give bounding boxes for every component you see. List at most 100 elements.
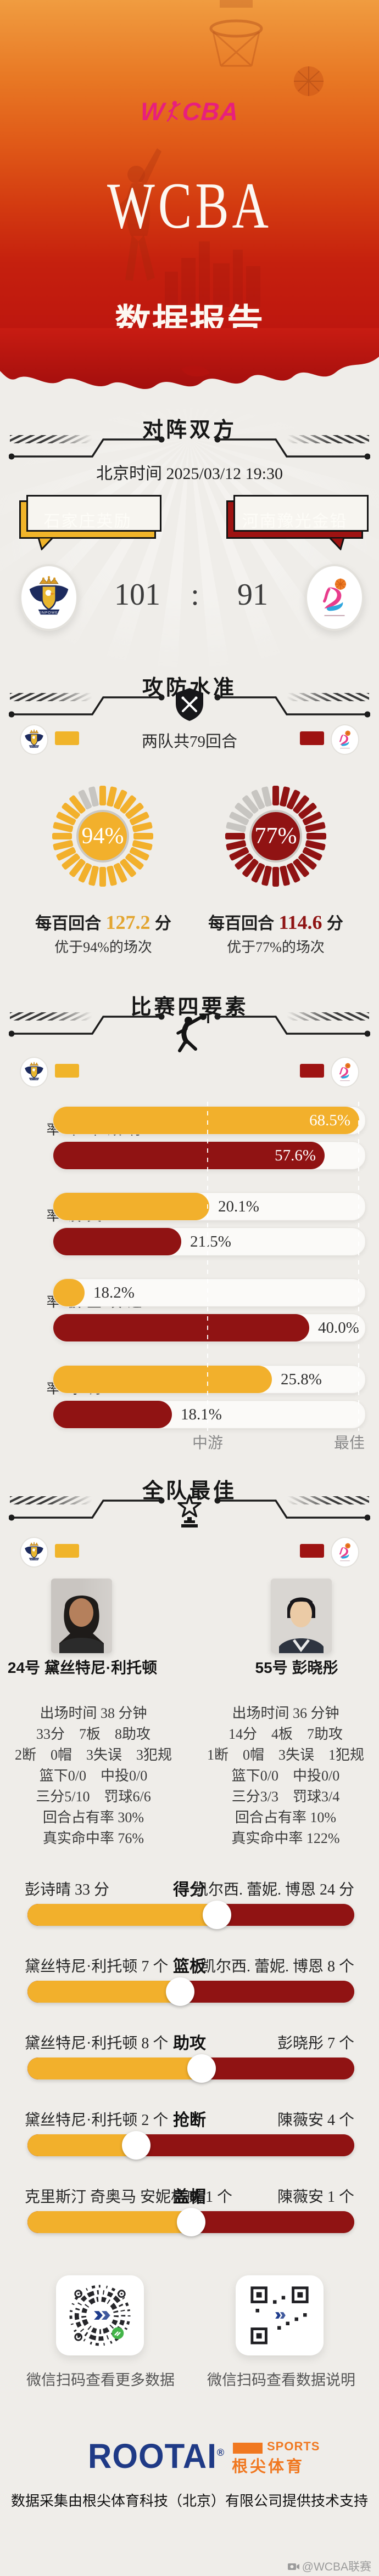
duel-left-label: 彭诗晴 33 分 (25, 1881, 110, 1898)
duel-fill-home (27, 2058, 202, 2079)
away-team-logo (305, 564, 364, 631)
factor-value-home: 18.2% (93, 1284, 135, 1301)
home-team-name: 石家庄英励 (43, 512, 132, 531)
leaders-comparison-chart: 彭诗晴 33 分 得分 凯尔西. 蕾妮. 博恩 24 分黛丝特尼·利托顿 7 个篮板… (0, 1880, 379, 2264)
factor-value-away: 57.6% (275, 1147, 316, 1164)
gauge-tick (52, 833, 72, 839)
four-factor-group: 进攻篮板率18.2%40.0% (0, 1278, 379, 1342)
possessions-note: 两队共79回合 (141, 733, 237, 751)
away-team-logo-small (331, 1537, 359, 1568)
home-rating-gauge: 94% (31, 765, 174, 907)
banner-tail (328, 537, 345, 550)
duel-stat-label: 助攻 (173, 2034, 206, 2053)
divider-ornament-left (9, 1496, 165, 1521)
player-stat-line: 出场时间 38 分钟 (40, 1705, 147, 1721)
duel-left-label: 克里斯汀 奇奥马 安妮格威 1 个 (25, 2189, 233, 2206)
tech-support-note: 数据采集由根尖体育科技（北京）有限公司提供技术支持 (10, 2493, 368, 2509)
duel-split-knob (166, 1977, 194, 2006)
duel-right-label: 凯尔西. 蕾妮. 博恩 24 分 (192, 1881, 354, 1898)
gauge-tick (99, 867, 106, 887)
four-factor-group: 失误率20.1%21.5% (0, 1192, 379, 1256)
factor-bar-home (53, 1279, 85, 1306)
away-player-photo (271, 1579, 332, 1653)
player-stat-line: 三分3/3 罚球3/4 (231, 1789, 340, 1805)
duel-row: 黛丝特尼·利托顿 7 个篮板 凯尔西. 蕾妮. 博恩 8 个 (0, 1957, 379, 2011)
team-best-legend (0, 1537, 379, 1568)
home-team-banner: 石家庄英励 (19, 495, 161, 550)
away-team-banner: 河南豫光金铅 (226, 495, 369, 550)
qr-miniprogram-card (56, 2275, 144, 2355)
four-factors-legend (0, 1057, 379, 1087)
home-color-swatch (55, 1064, 79, 1078)
away-color-swatch (300, 1544, 324, 1558)
dunking-player-icon (170, 1013, 209, 1057)
duel-left-label: 黛丝特尼·利托顿 7 个 (25, 1958, 169, 1975)
factor-track-home: 18.2% (53, 1278, 366, 1307)
factor-value-home: 25.8% (281, 1371, 322, 1388)
mid-gridline (207, 1102, 208, 1431)
factor-value-away: 40.0% (318, 1319, 359, 1337)
banner-tail (37, 537, 54, 550)
away-player-portrait (271, 1579, 332, 1653)
camera-icon (287, 2563, 299, 2570)
duel-right-label: 陳薇安 1 个 (277, 2189, 354, 2206)
duel-stat-label: 篮板 (173, 1958, 206, 1976)
player-stat-line: 真实命中率 76% (42, 1830, 144, 1846)
divider-ornament-left (9, 692, 165, 718)
player-stat-line: 回合占有率 10% (235, 1810, 337, 1825)
rootai-sports-label: SPORTS (267, 2439, 320, 2453)
gauge-tick (99, 786, 106, 805)
duel-row: 黛丝特尼·利托顿 2 个抢断 陳薇安 4 个 (0, 2110, 379, 2165)
factor-track-home: 20.1% (53, 1192, 366, 1221)
duel-stat-label: 盖帽 (173, 2188, 206, 2206)
duel-bar (27, 2054, 354, 2083)
factor-bar-away (53, 1228, 181, 1255)
divider-ornament-left (9, 1012, 165, 1037)
away-score: 91 (237, 578, 268, 612)
factor-value-home: 20.1% (218, 1198, 259, 1215)
duel-bar (27, 2131, 354, 2160)
factor-track-home: 25.8% (53, 1365, 366, 1394)
qr-left-caption: 微信扫码查看更多数据 (26, 2372, 175, 2388)
home-team-logo-small (20, 1057, 48, 1087)
factor-bar-away (53, 1401, 172, 1428)
player-stat-line: 三分5/10 罚球6/6 (36, 1789, 151, 1805)
home-team-logo-small (20, 724, 48, 755)
gauge-value: 77% (249, 810, 302, 863)
axis-label-mid: 中游 (192, 1434, 223, 1451)
duel-split-knob (177, 2208, 205, 2236)
home-player-name: 24号 黛丝特尼·利托顿 (7, 1659, 158, 1676)
duel-bar (27, 2208, 354, 2236)
score-separator: : (191, 578, 199, 612)
star-trophy-icon (172, 1493, 207, 1530)
rootai-orange-bar (233, 2443, 263, 2454)
player-stat-line: 1断 0帽 3失误 1犯规 (207, 1747, 364, 1763)
basketball-scene-illustration (115, 0, 324, 307)
player-stat-line: 回合占有率 30% (42, 1810, 144, 1825)
duel-stat-label: 得分 (173, 1881, 206, 1899)
away-team-logo-small (331, 724, 359, 755)
home-player-portrait (51, 1579, 112, 1653)
four-factor-group: 有效命中率68.5%57.6% (0, 1106, 379, 1170)
away-team-name: 河南豫光金铅 (242, 512, 348, 531)
duel-left-label: 黛丝特尼·利托顿 2 个 (25, 2112, 169, 2129)
duel-fill-home (27, 1981, 180, 2003)
player-stat-line: 2断 0帽 3失误 3犯规 (14, 1747, 172, 1763)
home-score: 101 (114, 578, 160, 612)
qr-right-caption: 微信扫码查看数据说明 (207, 2372, 355, 2388)
watermark-text: @WCBA联赛 (302, 2561, 371, 2573)
gauge-tick (272, 786, 279, 805)
best-gridline (358, 1102, 359, 1431)
torn-paper-edge (0, 328, 379, 390)
duel-split-knob (122, 2131, 151, 2160)
home-per100-stat: 每百回合 127.2 分 (35, 911, 171, 933)
factor-track-away: 21.5% (53, 1227, 366, 1256)
divider-ornament-right (214, 435, 370, 460)
duel-left-label: 黛丝特尼·利托顿 8 个 (25, 2035, 169, 2052)
axis-label-best: 最佳 (333, 1434, 365, 1451)
gauge-tick (133, 833, 153, 839)
duel-stat-label: 抢断 (173, 2111, 206, 2129)
wcba-logo-w: W (139, 97, 166, 126)
divider-ornament-right (214, 1012, 370, 1037)
duel-row: 彭诗晴 33 分 得分 凯尔西. 蕾妮. 博恩 24 分 (0, 1880, 379, 1935)
